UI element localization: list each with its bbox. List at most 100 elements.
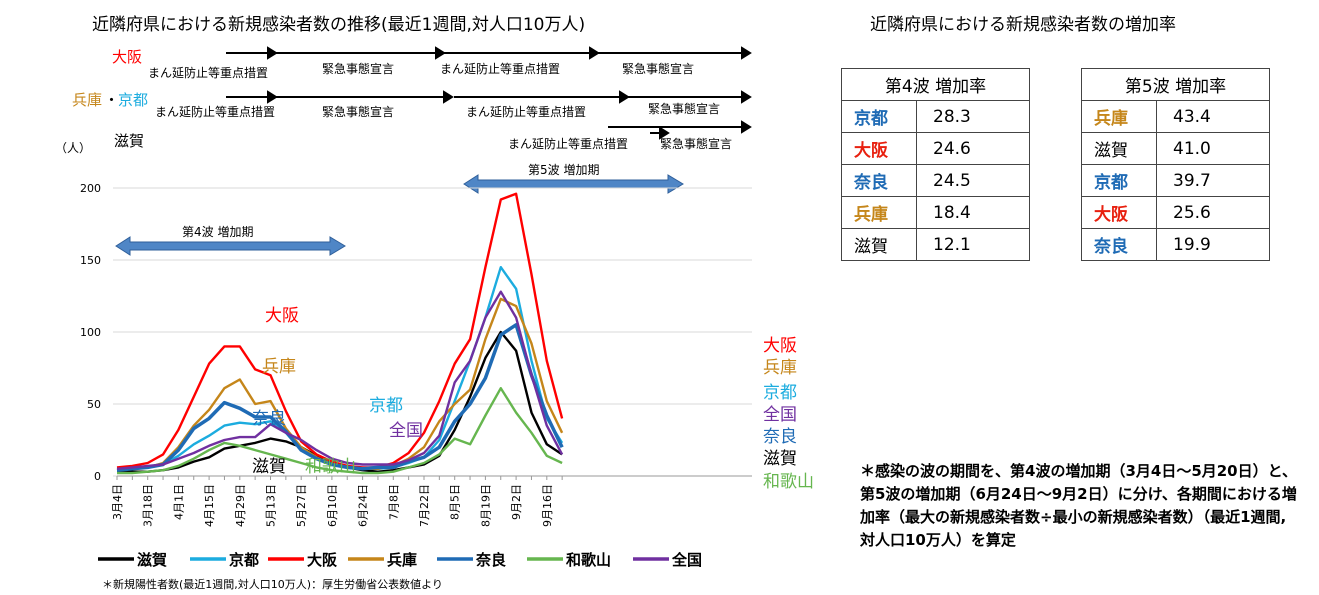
- pref-cell: 滋賀: [841, 228, 917, 261]
- wave4-label: 第4波 増加期: [182, 225, 253, 239]
- rate-cell: 39.7: [1156, 164, 1270, 197]
- pref-cell: 兵庫: [1081, 100, 1157, 133]
- table-row: 兵庫 18.4: [841, 196, 1030, 229]
- wave-arrows: [115, 174, 684, 256]
- right-label-nara: 奈良: [763, 427, 797, 447]
- calculation-note: ＊感染の波の期間を、第4波の増加期（3月4日〜5月20日）と、第5波の増加期（6…: [860, 462, 1298, 549]
- right-label-osaka: 大阪: [763, 336, 797, 356]
- hyogo-label: 兵庫: [72, 91, 102, 109]
- mambo-label: まん延防止等重点措置: [466, 104, 586, 119]
- pref-cell: 京都: [841, 100, 917, 133]
- table-row: 奈良 24.5: [841, 164, 1030, 197]
- measure-arrows: [226, 46, 752, 140]
- mambo-label: まん延防止等重点措置: [148, 65, 268, 80]
- table-row: 滋賀 12.1: [841, 228, 1030, 261]
- x-tick-label: 8月5日: [449, 484, 462, 520]
- x-tick-label: 4月15日: [203, 484, 216, 527]
- legend-label: 和歌山: [566, 551, 611, 569]
- pref-cell: 奈良: [841, 164, 917, 197]
- right-label-kyoto: 京都: [763, 383, 797, 403]
- emergency-label: 緊急事態宣言: [322, 104, 394, 119]
- kyoto-label: 京都: [118, 91, 148, 109]
- emergency-label: 緊急事態宣言: [648, 101, 720, 116]
- x-tick-label: 4月29日: [234, 484, 247, 527]
- pref-cell: 滋賀: [1081, 132, 1157, 165]
- right-series-labels: 大阪 兵庫 京都 全国 奈良 滋賀 和歌山: [763, 336, 814, 492]
- rate-cell: 19.9: [1156, 228, 1270, 261]
- in-chart-label-osaka: 大阪: [265, 306, 299, 326]
- x-tick-label: 3月18日: [142, 484, 155, 527]
- dot-label: ・: [104, 91, 119, 109]
- legend-label: 奈良: [475, 551, 506, 569]
- y-tick-label: 100: [80, 326, 101, 339]
- x-tick-label: 7月22日: [418, 484, 431, 527]
- measure-labels: まん延防止等重点措置 緊急事態宣言 まん延防止等重点措置 緊急事態宣言 まん延防…: [148, 61, 732, 151]
- emergency-label: 緊急事態宣言: [660, 136, 732, 151]
- wave5-table: 第5波 増加率 兵庫 43.4 滋賀 41.0 京都 39.7 大阪 25.6 奈良 19…: [1081, 68, 1270, 261]
- y-tick-label: 150: [80, 254, 101, 267]
- series-line: [116, 290, 564, 470]
- series-line: [117, 387, 563, 475]
- in-chart-label-nara: 奈良: [252, 409, 286, 429]
- emergency-label: 緊急事態宣言: [622, 61, 694, 76]
- table-row: 京都 28.3: [841, 100, 1030, 133]
- y-tick-label: 0: [94, 470, 101, 483]
- in-chart-label-shiga: 滋賀: [252, 457, 286, 477]
- in-chart-label-national: 全国: [389, 421, 423, 441]
- legend-label: 大阪: [307, 551, 338, 569]
- y-tick-label: 50: [87, 398, 101, 411]
- right-label-hyogo: 兵庫: [763, 358, 797, 378]
- in-chart-label-hyogo: 兵庫: [262, 357, 296, 377]
- pref-cell: 京都: [1081, 164, 1157, 197]
- wave4-header: 第4波 増加率: [841, 68, 1030, 101]
- rate-cell: 18.4: [916, 196, 1030, 229]
- x-tick-label: 3月4日: [111, 484, 124, 520]
- table-row: 滋賀 41.0: [1081, 132, 1270, 165]
- y-axis-unit: （人）: [55, 141, 91, 155]
- emergency-label: 緊急事態宣言: [322, 61, 394, 76]
- x-tick-label: 5月27日: [295, 484, 308, 527]
- right-chart-title: 近隣府県における新規感染者数の増加率: [870, 15, 1176, 35]
- rate-cell: 41.0: [1156, 132, 1270, 165]
- in-chart-label-kyoto: 京都: [369, 396, 403, 416]
- x-tick-label: 9月2日: [510, 484, 523, 520]
- x-tick-label: 5月13日: [265, 484, 278, 527]
- rate-cell: 12.1: [916, 228, 1030, 261]
- pref-cell: 大阪: [1081, 196, 1157, 229]
- x-tick-label: 9月16日: [541, 484, 554, 527]
- rate-cell: 28.3: [916, 100, 1030, 133]
- pref-cell: 大阪: [841, 132, 917, 165]
- right-label-shiga: 滋賀: [763, 449, 797, 469]
- legend: 滋賀 京都 大阪 兵庫 奈良 和歌山 全国: [98, 551, 702, 569]
- x-tick-label: 8月19日: [479, 484, 492, 527]
- legend-label: 滋賀: [137, 551, 167, 569]
- table-row: 大阪 25.6: [1081, 196, 1270, 229]
- right-label-national: 全国: [763, 405, 797, 425]
- table-row: 大阪 24.6: [841, 132, 1030, 165]
- y-tick-label: 200: [80, 182, 101, 195]
- x-tick-label: 7月8日: [387, 484, 400, 520]
- rate-cell: 43.4: [1156, 100, 1270, 133]
- pref-cell: 兵庫: [841, 196, 917, 229]
- osaka-label: 大阪: [112, 48, 142, 66]
- mambo-label: まん延防止等重点措置: [155, 104, 275, 119]
- x-tick-label: 6月10日: [326, 484, 339, 527]
- rate-cell: 24.6: [916, 132, 1030, 165]
- wave4-table: 第4波 増加率 京都 28.3 大阪 24.6 奈良 24.5 兵庫 18.4 滋賀 12…: [841, 68, 1030, 261]
- table-row: 京都 39.7: [1081, 164, 1270, 197]
- x-tick-label: 6月24日: [357, 484, 370, 527]
- right-label-wakayama: 和歌山: [763, 472, 814, 492]
- rate-cell: 25.6: [1156, 196, 1270, 229]
- mambo-label: まん延防止等重点措置: [508, 136, 628, 151]
- source-note: ＊新規陽性者数(最近1週間,対人口10万人)：厚生労働省公表数値より: [102, 577, 443, 591]
- series-line: [116, 192, 564, 469]
- x-tick-label: 4月1日: [172, 484, 185, 520]
- line-chart: 大阪 兵庫 ・ 京都 滋賀 （人） まん延防止等重点措置 緊急事態宣言 まん延防…: [55, 46, 814, 591]
- in-chart-label-wakayama: 和歌山: [305, 457, 356, 477]
- wave5-label: 第5波 増加期: [528, 163, 599, 177]
- wave5-header: 第5波 増加率: [1081, 68, 1270, 101]
- series-line: [116, 323, 564, 472]
- mambo-label: まん延防止等重点措置: [440, 61, 560, 76]
- left-chart-title: 近隣府県における新規感染者数の推移(最近1週間,対人口10万人): [92, 15, 586, 35]
- table-row: 兵庫 43.4: [1081, 100, 1270, 133]
